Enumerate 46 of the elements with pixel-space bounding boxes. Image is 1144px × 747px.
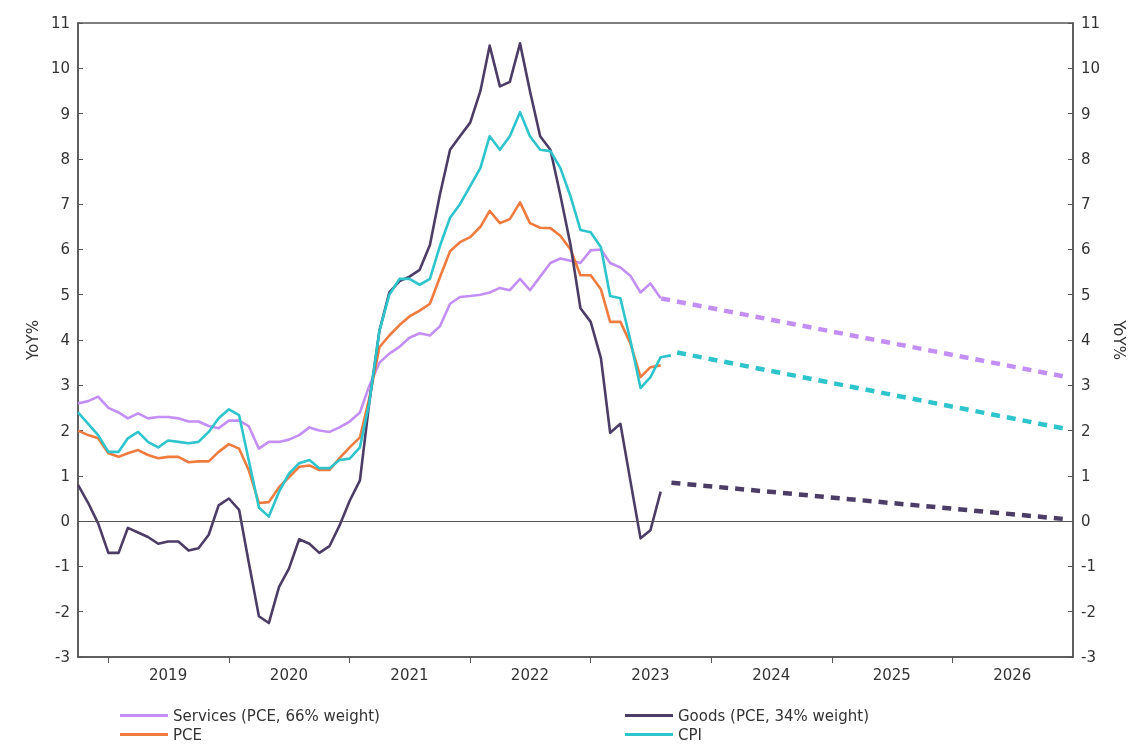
y2-tick-label: 1 xyxy=(1081,466,1091,485)
y2-tick-label: 7 xyxy=(1081,195,1091,214)
y-tick-label: -2 xyxy=(55,602,70,621)
legend-label: CPI xyxy=(678,725,702,744)
x-tick-label: 2026 xyxy=(993,665,1032,684)
y2-tick-label: -2 xyxy=(1081,602,1096,621)
y2-axis-title: YoY% xyxy=(1109,319,1128,360)
x-tick-label: 2023 xyxy=(631,665,670,684)
y2-tick-label: 6 xyxy=(1081,240,1091,259)
y-tick-label: 5 xyxy=(60,285,70,304)
legend-label: Services (PCE, 66% weight) xyxy=(173,706,380,725)
y2-tick-label: 4 xyxy=(1081,331,1091,349)
x-tick-label: 2019 xyxy=(149,665,188,684)
y-tick-label: 8 xyxy=(60,149,70,168)
y2-tick-label: 5 xyxy=(1081,285,1091,304)
y-tick-label: 0 xyxy=(60,512,70,531)
y-tick-label: -1 xyxy=(55,557,70,576)
y-tick-label: 6 xyxy=(60,240,70,259)
y2-tick-label: -3 xyxy=(1081,648,1096,666)
y-tick-label: 11 xyxy=(50,14,70,32)
legend-label: PCE xyxy=(173,725,202,744)
y2-tick-label: 2 xyxy=(1081,421,1091,440)
y-axis-title: YoY% xyxy=(23,320,42,361)
y2-tick-label: -1 xyxy=(1081,557,1096,576)
y-tick-label: 10 xyxy=(50,59,70,78)
line-series xyxy=(76,42,662,625)
y-tick-label: 9 xyxy=(60,104,70,123)
y-tick-label: 2 xyxy=(60,421,70,440)
x-tick-label: 2021 xyxy=(390,665,429,684)
y2-tick-label: 11 xyxy=(1081,14,1101,32)
y2-tick-label: 8 xyxy=(1081,149,1091,168)
y2-tick-label: 10 xyxy=(1081,59,1101,78)
legend-label: Goods (PCE, 34% weight) xyxy=(678,706,870,725)
x-tick-label: 2022 xyxy=(510,665,550,684)
y2-tick-label: 0 xyxy=(1081,512,1091,531)
y-tick-label: -3 xyxy=(55,648,70,666)
y-tick-label: 1 xyxy=(60,466,70,485)
y2-tick-label: 3 xyxy=(1081,376,1091,395)
y-tick-label: 4 xyxy=(60,331,70,349)
y-tick-label: 3 xyxy=(60,376,70,395)
y-tick-label: 7 xyxy=(60,195,70,214)
x-tick-label: 2025 xyxy=(872,665,911,684)
y2-tick-label: 9 xyxy=(1081,104,1091,123)
x-tick-label: 2020 xyxy=(269,665,309,684)
line-series xyxy=(76,110,673,518)
x-tick-label: 2024 xyxy=(752,665,791,684)
